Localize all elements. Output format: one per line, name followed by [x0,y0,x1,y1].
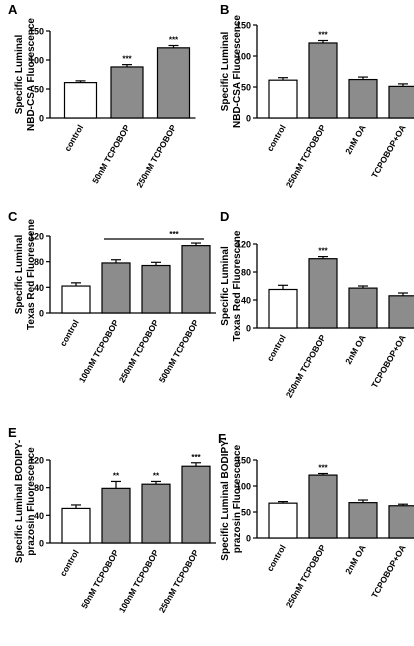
bar-c-3 [141,264,171,314]
bar-d-3 [348,287,378,329]
category-label-b-1: control [265,123,288,153]
category-label-a-1: control [62,123,85,153]
bar-d-2 [308,258,338,329]
y-axis-title-b-1: Specific Luminal [220,32,231,112]
bar-c-2 [101,262,131,314]
bar-f-1 [268,502,298,539]
significance-f-2: *** [318,464,328,473]
significance-a-2: *** [122,55,132,64]
bar-d-1 [268,288,298,329]
category-label-d-1: control [265,333,288,363]
y-tick-label-b-150: 150 [236,21,251,31]
y-tick-label-c-120: 120 [29,232,44,242]
y-axis-title-f-1: Specific Luminal BODIPY- [220,437,231,560]
y-axis-title-c-1: Specific Luminal [14,235,25,315]
y-tick-label-a-100: 100 [29,56,44,66]
bar-f-2 [308,474,338,539]
bar-c-1 [61,285,91,314]
bar-b-4 [388,85,414,119]
category-label-c-4: 500nM TCPOBOP [157,318,201,385]
significance-a-3: *** [169,36,179,45]
y-tick-label-b-100: 100 [236,52,251,62]
panel-label-b: B [220,2,229,17]
category-label-d-4: TCPOBOP+OA [369,333,408,390]
category-label-c-2: 100nM TCPOBOP [77,318,121,385]
category-label-c-3: 250nM TCPOBOP [117,318,161,385]
bar-e-2 [101,487,131,544]
category-label-b-4: TCPOBOP+OA [369,123,408,180]
bar-a-2 [110,66,144,119]
y-tick-label-d-120: 120 [236,240,251,250]
category-label-a-3: 250nM TCPOBOP [134,123,178,190]
bar-e-1 [61,507,91,544]
bar-f-3 [348,502,378,539]
y-tick-label-e-40: 40 [34,511,44,521]
y-axis-title-c-2: Texas Red Fluorescene [26,219,37,330]
panel-label-a: A [8,2,18,17]
bar-b-2 [308,42,338,119]
category-label-f-4: TCPOBOP+OA [369,543,408,600]
y-tick-label-a-50: 50 [34,85,44,95]
bar-b-3 [348,78,378,119]
category-label-f-3: 2nM OA [343,543,368,576]
category-label-b-3: 2nM OA [343,123,368,156]
category-label-d-2: 250nM TCPOBOP [284,333,328,400]
category-label-f-1: control [265,543,288,573]
panel-label-d: D [220,209,229,224]
y-axis-title-d-2: Texas Red Fluorescene [232,230,243,341]
y-tick-label-f-0: 0 [246,534,251,544]
category-label-d-3: 2nM OA [343,333,368,366]
bar-b-1 [268,79,298,119]
y-tick-label-f-150: 150 [236,456,251,466]
bar-a-3 [156,47,191,119]
y-tick-label-c-0: 0 [39,309,44,319]
y-tick-label-c-80: 80 [34,257,44,267]
significance-e-4: *** [191,453,201,462]
y-tick-label-d-80: 80 [241,268,251,278]
category-label-e-3: 100nM TCPOBOP [117,548,161,615]
y-tick-label-f-50: 50 [241,508,251,518]
y-tick-label-b-50: 50 [241,83,251,93]
y-axis-title-e-1: Specific Luminal BODIPY- [14,440,25,563]
y-tick-label-d-40: 40 [241,296,251,306]
y-tick-label-a-0: 0 [39,114,44,124]
bar-e-3 [141,483,171,544]
category-label-f-2: 250nM TCPOBOP [284,543,328,610]
y-tick-label-f-100: 100 [236,482,251,492]
bar-d-4 [388,295,414,329]
y-axis-title-e-2: prazosin Fluorescence [26,447,37,556]
y-tick-label-c-40: 40 [34,283,44,293]
significance-e-3: ** [153,471,160,480]
y-tick-label-a-150: 150 [29,27,44,37]
bar-e-4 [181,465,211,544]
y-tick-label-b-0: 0 [246,114,251,124]
significance-e-2: ** [113,471,120,480]
y-axis-title-a-1: Specific Luminal [14,35,25,115]
y-tick-label-e-80: 80 [34,483,44,493]
bracket-significance-c: *** [169,230,179,239]
bar-a-1 [63,82,98,119]
y-axis-title-d-1: Specific Luminal [220,246,231,326]
y-axis-title-b-2: NBD-CSA Fluorescence [232,15,243,128]
category-label-e-4: 250nM TCPOBOP [157,548,201,615]
significance-d-2: *** [318,247,328,256]
panel-label-e: E [8,425,17,440]
y-tick-label-d-0: 0 [246,324,251,334]
bar-f-4 [388,505,414,539]
y-axis-title-f-2: prazosin Fluorescence [232,444,243,553]
category-label-e-1: control [58,548,81,578]
panel-label-c: C [8,209,18,224]
category-label-e-2: 50nM TCPOBOP [79,548,121,611]
bar-c-4 [181,245,211,314]
panel-label-f: F [218,431,226,446]
category-label-a-2: 50nM TCPOBOP [90,123,132,186]
category-label-b-2: 250nM TCPOBOP [284,123,328,190]
y-axis-title-a-2: NBD-CSA Fluorescence [26,18,37,131]
y-tick-label-e-120: 120 [29,456,44,466]
category-label-c-1: control [58,318,81,348]
significance-b-2: *** [318,31,328,40]
y-tick-label-e-0: 0 [39,539,44,549]
